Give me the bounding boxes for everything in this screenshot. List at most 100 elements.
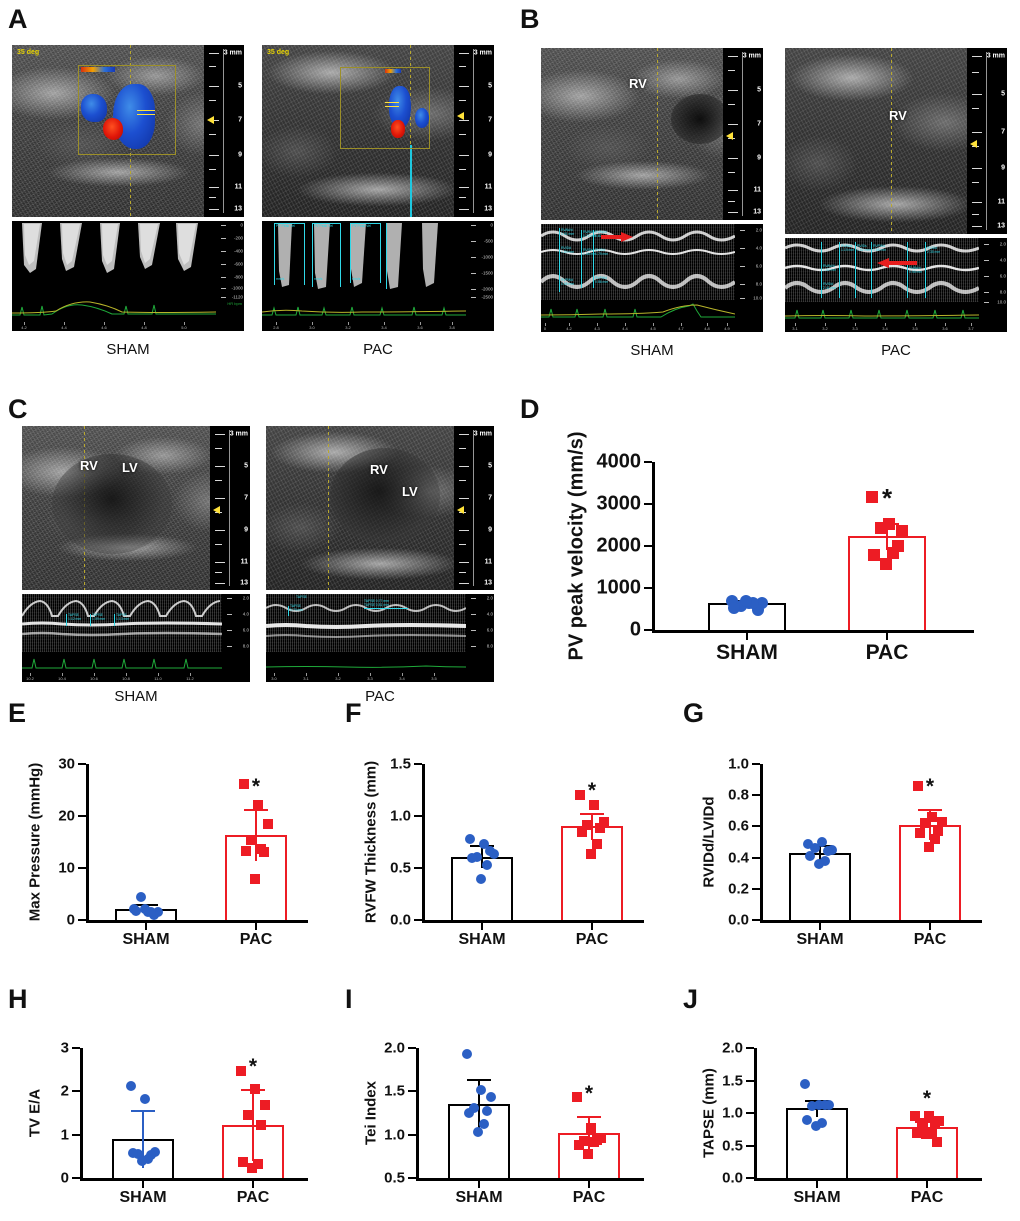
y-tick: [72, 1177, 80, 1179]
error-bar-cap: [131, 1110, 155, 1113]
x-axis-label-sham: SHAM: [796, 931, 844, 948]
data-point: [915, 827, 925, 838]
y-tick: [752, 919, 760, 921]
y-tick: [414, 919, 422, 921]
data-point: [142, 1154, 153, 1165]
y-tick: [644, 545, 652, 547]
y-tick-label: 0.5: [390, 859, 411, 877]
data-point: [929, 833, 940, 844]
y-axis-line: [86, 764, 89, 920]
data-point: [574, 1140, 584, 1151]
y-tick-label: 0.8: [728, 786, 749, 804]
error-bar-lower: [886, 536, 888, 550]
data-point: [579, 1135, 590, 1146]
y-tick-label: 20: [58, 807, 75, 825]
x-tick: [145, 923, 147, 930]
data-point: [895, 524, 908, 537]
data-point: [485, 846, 496, 857]
data-point: [728, 601, 741, 614]
time-axis-c-sham: 10.2 10.4 10.6 10.8 11.0 11.2: [22, 673, 222, 682]
y-axis-line: [652, 462, 655, 630]
error-bar-cap: [580, 812, 604, 815]
y-axis-label: TAPSE (mm): [700, 1068, 718, 1158]
x-axis-label-pac: PAC: [913, 931, 947, 948]
data-point: [921, 1128, 932, 1139]
data-point: [931, 1136, 942, 1147]
x-axis-label-sham: SHAM: [119, 1189, 167, 1206]
y-tick: [72, 1133, 80, 1136]
data-point: [813, 1099, 824, 1110]
panel-c-pac-bmode: RV LV 3 mm 5 7 9 11 13 TAPSE: [266, 426, 494, 705]
depth-scale-a-pac: 3 mm 5 7 9 11 13: [454, 45, 494, 217]
x-axis-label-pac: PAC: [865, 641, 909, 664]
error-bar-cap: [244, 809, 268, 812]
data-point: [133, 1149, 144, 1160]
error-bar-pac: [255, 809, 257, 836]
data-point: [252, 1158, 263, 1169]
depth-scale-b-pac: 3 mm 5 7 9 11 13: [967, 48, 1007, 234]
error-bar-pac: [591, 812, 593, 827]
data-point: [803, 838, 814, 849]
data-point: [588, 799, 599, 810]
x-axis-line: [422, 920, 644, 923]
data-point: [880, 558, 893, 571]
y-tick-label: 3000: [596, 492, 642, 515]
time-axis-b-pac: 3.1 3.2 3.3 3.4 3.5 3.6 3.7: [785, 323, 979, 332]
y-tick: [752, 887, 760, 890]
panel-b-caption-sham: SHAM: [630, 342, 674, 359]
depth-scale-c-sham: 3 mm 5 7 9 11 13: [210, 426, 250, 590]
y-tick-label: 0: [66, 911, 75, 929]
y-tick: [746, 1079, 754, 1082]
x-tick: [929, 923, 931, 930]
panel-letter-f: F: [345, 698, 362, 728]
data-point: [588, 1137, 599, 1148]
y-tick-label: 4000: [596, 450, 642, 473]
y-tick: [72, 1090, 80, 1093]
chamber-label-rv: RV: [80, 458, 98, 473]
data-point: [145, 906, 156, 917]
data-point: [262, 819, 273, 830]
data-point: [820, 1100, 831, 1111]
data-point: [241, 845, 251, 856]
data-point: [481, 859, 492, 870]
data-point: [866, 491, 879, 504]
y-axis-line: [760, 764, 763, 920]
velocity-scale-a-pac: 0 -500 -1000 -1500 -2000 -2500: [466, 221, 494, 331]
panel-letter-h: H: [8, 984, 28, 1014]
time-axis-a-sham: 4.2 4.4 4.6 4.8 5.0: [12, 322, 216, 331]
chamber-label-rv: RV: [370, 462, 388, 477]
doppler-roi-box: [78, 65, 176, 155]
y-tick-label: 2000: [596, 534, 642, 557]
data-point: [255, 843, 266, 854]
bar-sham: [786, 1108, 848, 1178]
panel-c-caption-pac: PAC: [365, 688, 395, 705]
panel-letter-c: C: [8, 394, 28, 424]
depth-scale-b-pac-mmode: 2.0 4.0 6.0 8.0 10.0: [979, 238, 1007, 332]
data-point: [595, 823, 606, 834]
mmode-trace-c-pac: TAPSE 0.79 mm TAPSE TAPSE 0.77 mm TAPSE 0.…: [266, 594, 494, 682]
error-bar-cap: [918, 809, 942, 812]
significance-marker: *: [248, 1055, 258, 1079]
y-tick: [752, 763, 760, 765]
significance-marker: *: [881, 482, 893, 513]
error-bar-sham: [142, 1110, 144, 1139]
x-axis-label-pac: PAC: [575, 931, 609, 948]
chamber-label-lv: LV: [122, 460, 138, 475]
data-point: [912, 1127, 922, 1138]
x-tick: [142, 1181, 144, 1188]
data-point: [478, 1119, 489, 1130]
data-point: [583, 1148, 594, 1159]
y-tick-label: 0: [60, 1169, 69, 1187]
y-tick: [644, 629, 652, 631]
x-tick: [255, 923, 257, 930]
data-point: [810, 843, 821, 854]
panel-letter-d: D: [520, 394, 540, 424]
y-tick: [644, 461, 652, 463]
doppler-trace-a-sham: 0 -200 -400 -600 -800 -1000 -1120 HR bpm…: [12, 221, 244, 331]
panel-b-sham-bmode: RV 3 mm 5 7 9 11 13: [541, 48, 763, 359]
error-bar-sham: [819, 845, 821, 853]
mmode-trace-c-sham: TAPSE 1.12 mm TAPSE 1.09 mm TAPSE 1.13 mm 2…: [22, 594, 250, 682]
x-axis-label-pac: PAC: [910, 1189, 944, 1206]
panel-a-pac-bmode: 35 deg 3 mm 5 7 9 11 13: [262, 45, 494, 358]
data-point: [591, 839, 602, 850]
